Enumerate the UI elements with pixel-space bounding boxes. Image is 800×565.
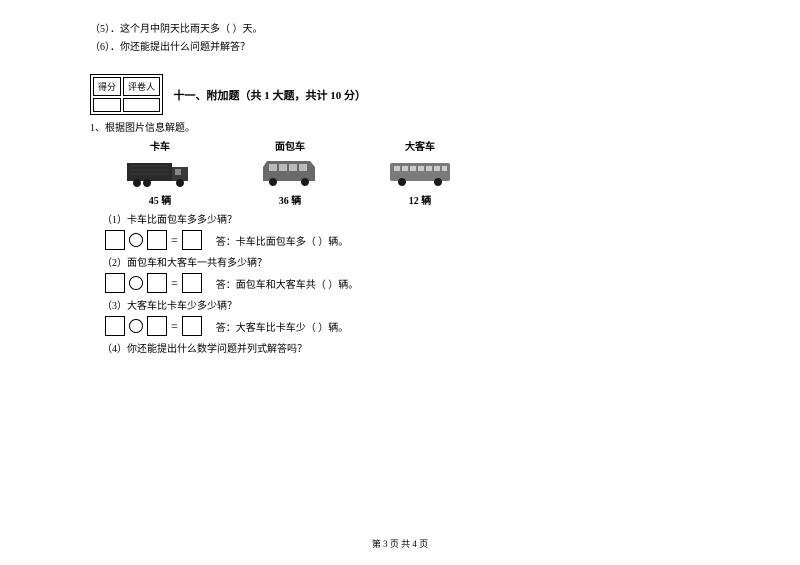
eq1-op[interactable] xyxy=(129,233,143,247)
van-count: 36 辆 xyxy=(250,192,330,207)
van-name: 面包车 xyxy=(250,138,330,153)
vehicle-bus: 大客车 12 辆 xyxy=(380,138,460,207)
score-cell[interactable] xyxy=(93,98,121,112)
sub-q2: （2）面包车和大客车一共有多少辆？ xyxy=(102,254,710,269)
question-6: （6）．你还能提出什么问题并解答？ xyxy=(90,38,710,53)
eq3-box3[interactable] xyxy=(182,316,202,336)
section-header: 得分 评卷人 十一、附加题（共 1 大题，共计 10 分） xyxy=(90,74,710,115)
sub-q4: （4）你还能提出什么数学问题并列式解答吗？ xyxy=(102,340,710,355)
eq2-box2[interactable] xyxy=(147,273,167,293)
page-footer: 第 3 页 共 4 页 xyxy=(0,537,800,550)
eq-sign: = xyxy=(171,319,178,334)
eq3-op[interactable] xyxy=(129,319,143,333)
eq3-box2[interactable] xyxy=(147,316,167,336)
eq1-box1[interactable] xyxy=(105,230,125,250)
bus-count: 12 辆 xyxy=(380,192,460,207)
question-5: （5）．这个月中阴天比雨天多（ ）天。 xyxy=(90,20,710,35)
eq-sign: = xyxy=(171,233,178,248)
eq2-op[interactable] xyxy=(129,276,143,290)
truck-name: 卡车 xyxy=(120,138,200,153)
van-icon xyxy=(255,155,325,190)
equation-3: = 答：大客车比卡车少（ ）辆。 xyxy=(105,316,710,336)
ans3: 答：大客车比卡车少（ ）辆。 xyxy=(216,319,349,334)
equation-2: = 答：面包车和大客车共（ ）辆。 xyxy=(105,273,710,293)
equation-1: = 答：卡车比面包车多（ ）辆。 xyxy=(105,230,710,250)
eq-sign: = xyxy=(171,276,178,291)
eq2-box1[interactable] xyxy=(105,273,125,293)
score-label: 得分 xyxy=(93,77,121,96)
vehicle-van: 面包车 36 辆 xyxy=(250,138,330,207)
grader-cell[interactable] xyxy=(123,98,160,112)
eq1-box2[interactable] xyxy=(147,230,167,250)
eq2-box3[interactable] xyxy=(182,273,202,293)
eq3-box1[interactable] xyxy=(105,316,125,336)
score-table: 得分 评卷人 xyxy=(90,74,163,115)
ans2: 答：面包车和大客车共（ ）辆。 xyxy=(216,276,359,291)
truck-count: 45 辆 xyxy=(120,192,200,207)
ans1: 答：卡车比面包车多（ ）辆。 xyxy=(216,233,349,248)
q1-intro: 1、根据图片信息解题。 xyxy=(90,119,710,134)
sub-q1: （1）卡车比面包车多多少辆？ xyxy=(102,211,710,226)
sub-q3: （3）大客车比卡车少多少辆？ xyxy=(102,297,710,312)
vehicles-row: 卡车 45 辆 面包车 xyxy=(120,138,710,207)
bus-name: 大客车 xyxy=(380,138,460,153)
bus-icon xyxy=(385,155,455,190)
eq1-box3[interactable] xyxy=(182,230,202,250)
truck-icon xyxy=(125,155,195,190)
grader-label: 评卷人 xyxy=(123,77,160,96)
section-title: 十一、附加题（共 1 大题，共计 10 分） xyxy=(174,87,367,103)
vehicle-truck: 卡车 45 辆 xyxy=(120,138,200,207)
